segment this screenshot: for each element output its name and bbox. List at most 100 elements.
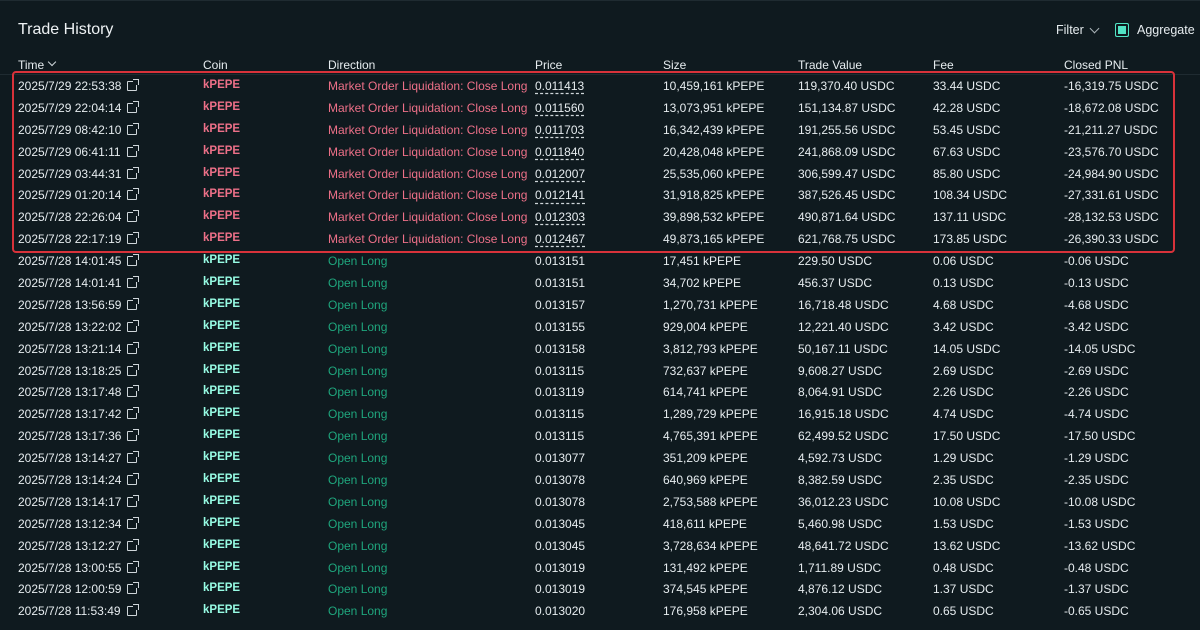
trade-size: 176,958 kPEPE bbox=[663, 604, 748, 619]
external-link-icon[interactable] bbox=[127, 297, 140, 310]
trade-time: 2025/7/29 08:42:10 bbox=[18, 122, 140, 137]
trade-coin[interactable]: kPEPE bbox=[203, 363, 241, 376]
trade-coin[interactable]: kPEPE bbox=[203, 297, 241, 310]
trade-coin[interactable]: kPEPE bbox=[203, 122, 241, 135]
trade-coin[interactable]: kPEPE bbox=[203, 385, 241, 398]
external-link-icon[interactable] bbox=[127, 341, 140, 354]
external-link-icon[interactable] bbox=[127, 232, 140, 245]
table-row: 2025/7/28 13:14:24 kPEPE Open Long 0.013078… bbox=[0, 469, 1200, 491]
trade-direction: Open Long bbox=[328, 473, 388, 488]
trade-direction: Market Order Liquidation: Close Long bbox=[328, 166, 528, 181]
external-link-icon[interactable] bbox=[126, 144, 139, 157]
trade-size: 640,969 kPEPE bbox=[663, 473, 748, 488]
external-link-icon[interactable] bbox=[126, 604, 139, 617]
column-header-price[interactable]: Price bbox=[535, 58, 563, 72]
trade-fee: 53.45 USDC bbox=[933, 122, 1001, 137]
external-link-icon[interactable] bbox=[127, 363, 140, 376]
external-link-icon[interactable] bbox=[127, 79, 140, 91]
trade-coin[interactable]: kPEPE bbox=[203, 473, 241, 486]
aggregate-checkbox[interactable] bbox=[1115, 23, 1129, 37]
external-link-icon[interactable] bbox=[127, 319, 140, 332]
trade-value: 62,499.52 USDC bbox=[798, 429, 889, 444]
external-link-icon[interactable] bbox=[127, 582, 140, 595]
external-link-icon[interactable] bbox=[127, 210, 140, 223]
trade-direction: Open Long bbox=[328, 407, 388, 422]
trade-coin[interactable]: kPEPE bbox=[203, 429, 241, 442]
trade-price: 0.013115 bbox=[535, 429, 585, 444]
external-link-icon[interactable] bbox=[127, 407, 140, 420]
trade-coin[interactable]: kPEPE bbox=[203, 79, 241, 91]
table-row: 2025/7/28 13:56:59 kPEPE Open Long 0.013157… bbox=[0, 294, 1200, 316]
external-link-icon[interactable] bbox=[127, 494, 140, 507]
trade-fee: 2.26 USDC bbox=[933, 385, 994, 400]
trade-coin[interactable]: kPEPE bbox=[203, 582, 241, 595]
trade-direction: Open Long bbox=[328, 516, 388, 531]
external-link-icon[interactable] bbox=[127, 429, 140, 442]
trade-coin[interactable]: kPEPE bbox=[203, 210, 241, 223]
trade-time: 2025/7/28 13:17:48 bbox=[18, 385, 140, 400]
trade-size: 131,492 kPEPE bbox=[663, 560, 748, 575]
trade-coin[interactable]: kPEPE bbox=[203, 232, 241, 245]
external-link-icon[interactable] bbox=[127, 100, 140, 113]
trade-price: 0.013151 bbox=[535, 276, 586, 291]
trade-fee: 42.28 USDC bbox=[933, 100, 1001, 115]
trade-fee: 0.48 USDC bbox=[933, 560, 994, 575]
trade-coin[interactable]: kPEPE bbox=[203, 516, 241, 529]
trade-time: 2025/7/28 13:14:24 bbox=[18, 473, 140, 487]
table-row: 2025/7/28 13:17:36 kPEPE Open Long 0.013115… bbox=[0, 425, 1200, 447]
trade-price[interactable]: 0.012141 bbox=[535, 188, 586, 203]
column-header-time[interactable]: Time bbox=[18, 57, 57, 72]
external-link-icon[interactable] bbox=[127, 473, 140, 486]
trade-price[interactable]: 0.012007 bbox=[535, 166, 586, 181]
external-link-icon[interactable] bbox=[127, 166, 140, 179]
trade-price[interactable]: 0.012467 bbox=[535, 232, 586, 247]
trade-price[interactable]: 0.011560 bbox=[535, 100, 585, 115]
trade-direction: Market Order Liquidation: Close Long bbox=[328, 188, 528, 203]
trade-closed-pnl: -0.13 USDC bbox=[1064, 276, 1129, 291]
trade-coin[interactable]: kPEPE bbox=[203, 494, 241, 507]
column-header-closed-pnl[interactable]: Closed PNL bbox=[1064, 58, 1129, 72]
trade-price[interactable]: 0.011413 bbox=[535, 79, 585, 93]
trade-price: 0.013155 bbox=[535, 319, 586, 334]
column-header-trade-value[interactable]: Trade Value bbox=[798, 58, 863, 72]
external-link-icon[interactable] bbox=[127, 560, 140, 573]
trade-coin[interactable]: kPEPE bbox=[203, 319, 241, 332]
column-header-size[interactable]: Size bbox=[663, 58, 687, 72]
trade-value: 8,382.59 USDC bbox=[798, 473, 883, 488]
trade-coin[interactable]: kPEPE bbox=[203, 451, 241, 464]
external-link-icon[interactable] bbox=[127, 451, 140, 464]
trade-coin[interactable]: kPEPE bbox=[203, 166, 241, 179]
table-row: 2025/7/28 14:01:41 kPEPE Open Long 0.013151… bbox=[0, 272, 1200, 294]
filter-dropdown[interactable]: Filter bbox=[1056, 23, 1100, 37]
trade-value: 490,871.64 USDC bbox=[798, 210, 896, 225]
external-link-icon[interactable] bbox=[127, 254, 140, 267]
trade-coin[interactable]: kPEPE bbox=[203, 538, 241, 551]
trade-closed-pnl: -21,211.27 USDC bbox=[1064, 122, 1158, 137]
trade-time: 2025/7/28 13:12:34 bbox=[18, 516, 140, 531]
trade-coin[interactable]: kPEPE bbox=[203, 560, 241, 573]
aggregate-toggle[interactable]: Aggregate bbox=[1115, 23, 1195, 37]
trade-price[interactable]: 0.011703 bbox=[535, 122, 585, 137]
trade-coin[interactable]: kPEPE bbox=[203, 604, 241, 617]
column-header-fee[interactable]: Fee bbox=[933, 58, 954, 72]
trade-time-text: 2025/7/28 13:17:48 bbox=[18, 385, 122, 400]
trade-price[interactable]: 0.011840 bbox=[535, 144, 585, 159]
trade-coin[interactable]: kPEPE bbox=[203, 341, 241, 354]
trade-coin[interactable]: kPEPE bbox=[203, 144, 241, 157]
column-header-coin[interactable]: Coin bbox=[203, 58, 228, 72]
trade-coin[interactable]: kPEPE bbox=[203, 188, 241, 201]
external-link-icon[interactable] bbox=[127, 188, 140, 201]
trade-price[interactable]: 0.012303 bbox=[535, 210, 586, 225]
trade-coin[interactable]: kPEPE bbox=[203, 407, 241, 420]
external-link-icon[interactable] bbox=[127, 538, 140, 551]
external-link-icon[interactable] bbox=[127, 516, 140, 529]
trade-closed-pnl: -4.68 USDC bbox=[1064, 297, 1129, 312]
external-link-icon[interactable] bbox=[127, 122, 140, 135]
trade-coin[interactable]: kPEPE bbox=[203, 276, 241, 289]
external-link-icon[interactable] bbox=[127, 385, 140, 398]
table-row: 2025/7/28 13:18:25 kPEPE Open Long 0.013115… bbox=[0, 360, 1200, 382]
trade-coin[interactable]: kPEPE bbox=[203, 100, 241, 113]
column-header-direction[interactable]: Direction bbox=[328, 58, 376, 72]
external-link-icon[interactable] bbox=[127, 276, 140, 289]
trade-coin[interactable]: kPEPE bbox=[203, 254, 241, 267]
